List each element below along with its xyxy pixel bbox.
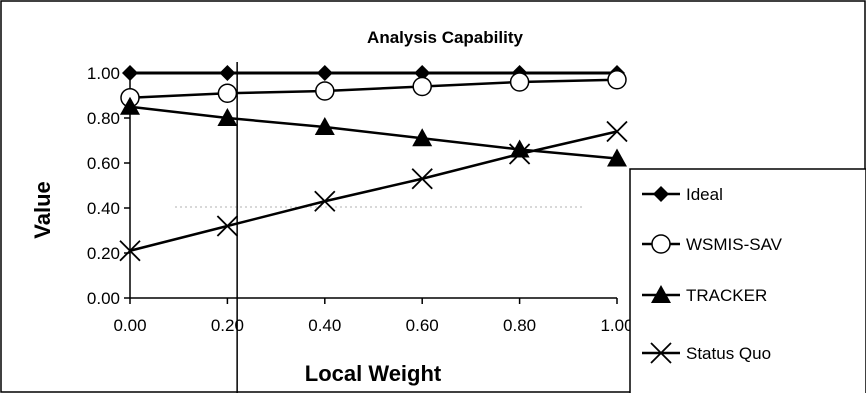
data-point-triangle — [120, 96, 140, 115]
x-tick-label: 0.00 — [113, 316, 146, 335]
series-line-wsmis-sav — [129, 78, 618, 99]
legend: Ideal WSMIS-SAV TRACKER Status Quo — [629, 168, 866, 395]
legend-label: WSMIS-SAV — [686, 235, 783, 254]
data-point-triangle — [412, 128, 433, 147]
x-tick-label: 0.80 — [503, 316, 536, 335]
data-point-diamond — [414, 65, 431, 81]
legend-item-status-quo: Status Quo — [642, 342, 771, 364]
legend-label: TRACKER — [686, 286, 767, 305]
y-tick-label: 0.00 — [87, 289, 120, 308]
x-cross-stroke — [119, 240, 141, 262]
data-point-open-circle — [509, 72, 530, 92]
data-point-x-cross — [508, 143, 531, 165]
data-point-diamond — [122, 65, 138, 81]
y-tick-label: 0.60 — [87, 154, 120, 173]
series-wsmis-sav — [120, 70, 627, 108]
series-ideal — [122, 65, 625, 81]
x-tick-label: 1.00 — [600, 316, 633, 335]
data-point-x-cross — [606, 120, 628, 143]
legend-box — [629, 168, 866, 395]
data-point-diamond — [316, 65, 333, 81]
x-tick-label: 0.60 — [406, 316, 439, 335]
x-cross-stroke — [650, 342, 672, 364]
x-axis-title: Local Weight — [305, 361, 442, 386]
data-point-x-cross — [411, 168, 433, 190]
legend-item-wsmis-sav: WSMIS-SAV — [642, 234, 783, 254]
y-tick-label: 0.80 — [87, 109, 120, 128]
series-status-quo — [119, 120, 628, 262]
legend-label: Status Quo — [686, 344, 771, 363]
data-point-open-circle — [315, 81, 335, 101]
x-ticks: 0.00 0.20 0.40 0.60 0.80 1.00 — [113, 298, 634, 335]
data-point-open-circle — [412, 76, 432, 97]
data-point-triangle — [651, 285, 671, 303]
x-tick-label: 0.20 — [211, 316, 244, 335]
legend-label: Ideal — [686, 185, 723, 204]
series-line-status-quo — [129, 130, 618, 252]
legend-item-ideal: Ideal — [642, 185, 723, 204]
data-point-diamond — [653, 186, 669, 202]
data-point-open-circle — [651, 234, 671, 254]
data-point-diamond — [219, 65, 236, 81]
data-point-triangle — [607, 148, 627, 167]
data-point-triangle — [314, 117, 335, 135]
chart-title: Analysis Capability — [367, 28, 523, 47]
data-point-x-cross — [119, 240, 141, 262]
y-tick-label: 0.20 — [87, 244, 120, 263]
data-point-x-cross — [314, 190, 336, 212]
y-tick-label: 1.00 — [87, 64, 120, 83]
x-cross-stroke — [606, 120, 628, 143]
x-cross-stroke — [508, 143, 531, 165]
series-layer — [119, 65, 628, 262]
data-point-open-circle — [217, 83, 238, 103]
legend-item-tracker: TRACKER — [642, 285, 767, 305]
x-cross-stroke — [216, 215, 239, 237]
y-tick-label: 0.40 — [87, 199, 120, 218]
y-ticks: 0.00 0.20 0.40 0.60 0.80 1.00 — [87, 64, 130, 308]
data-point-x-cross — [216, 215, 239, 237]
y-axis-title: Value — [30, 181, 55, 238]
x-tick-label: 0.40 — [308, 316, 341, 335]
data-point-x-cross — [650, 342, 672, 364]
x-cross-stroke — [411, 168, 433, 190]
legend-items: Ideal WSMIS-SAV TRACKER Status Quo — [642, 185, 783, 364]
data-point-triangle — [217, 108, 238, 126]
data-point-open-circle — [607, 70, 627, 90]
x-cross-stroke — [314, 190, 336, 212]
